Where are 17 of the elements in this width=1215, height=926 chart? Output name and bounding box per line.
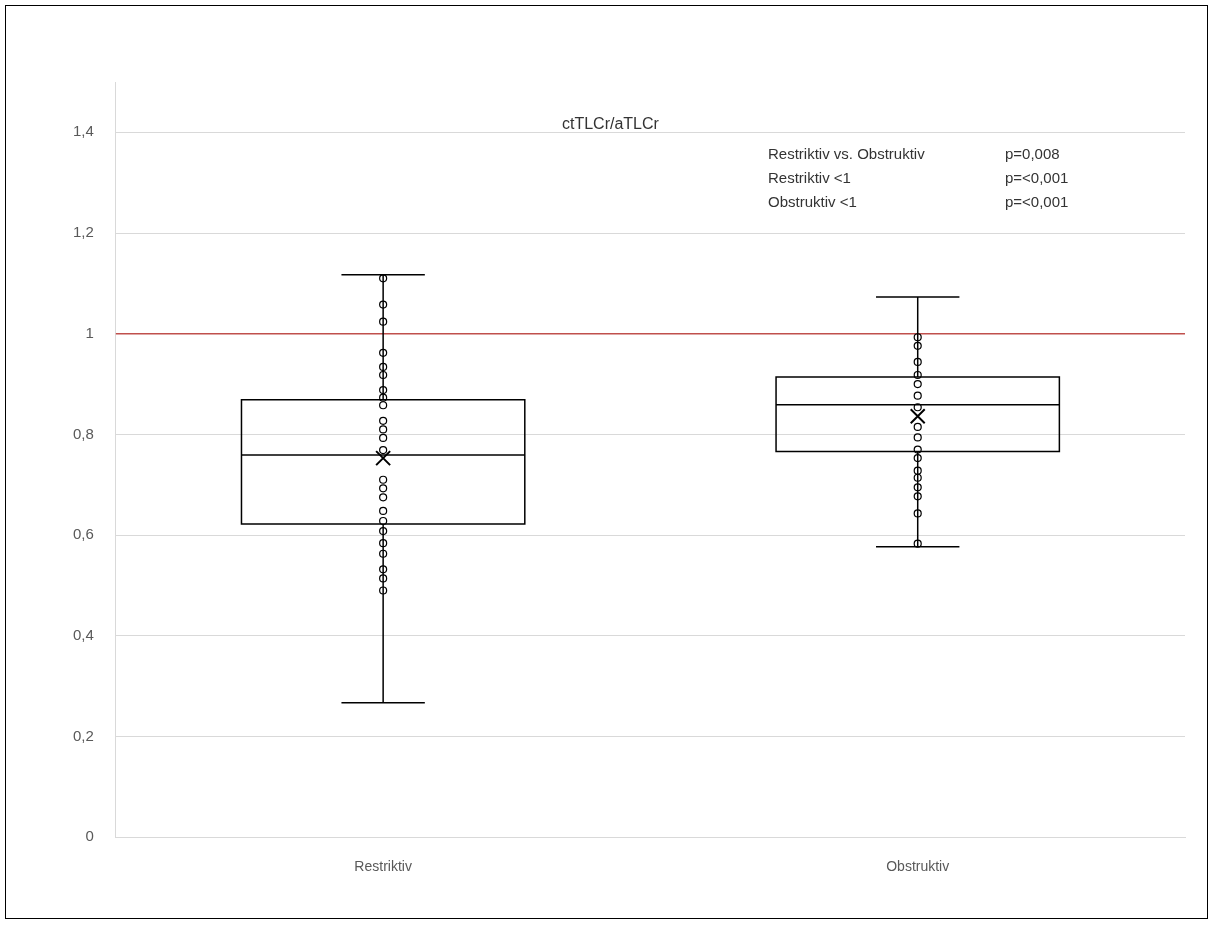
x-tick-label: Obstruktiv xyxy=(886,858,950,875)
y-tick-label: 1 xyxy=(85,323,94,341)
annotation: Restriktiv <1 xyxy=(768,169,851,187)
annotation: p=<0,001 xyxy=(1005,169,1069,187)
annotation: Obstruktiv <1 xyxy=(768,193,857,211)
x-tick-label: Restriktiv xyxy=(354,858,412,875)
y-tick-label: 0,4 xyxy=(72,625,94,643)
annotation: p=0,008 xyxy=(1005,145,1060,163)
text: ctTLCr/aTLCr xyxy=(561,115,660,133)
annotation: p=<0,001 xyxy=(1005,193,1069,211)
y-tick-label: 0,6 xyxy=(72,525,94,543)
y-tick-label: 0,8 xyxy=(72,424,94,442)
y-tick-label: 0,2 xyxy=(72,726,94,744)
annotation: Restriktiv vs. Obstruktiv xyxy=(768,145,926,163)
y-tick-label: 1,4 xyxy=(72,122,94,140)
y-tick-label: 1,2 xyxy=(72,223,94,241)
y-tick-label: 0 xyxy=(85,827,94,845)
